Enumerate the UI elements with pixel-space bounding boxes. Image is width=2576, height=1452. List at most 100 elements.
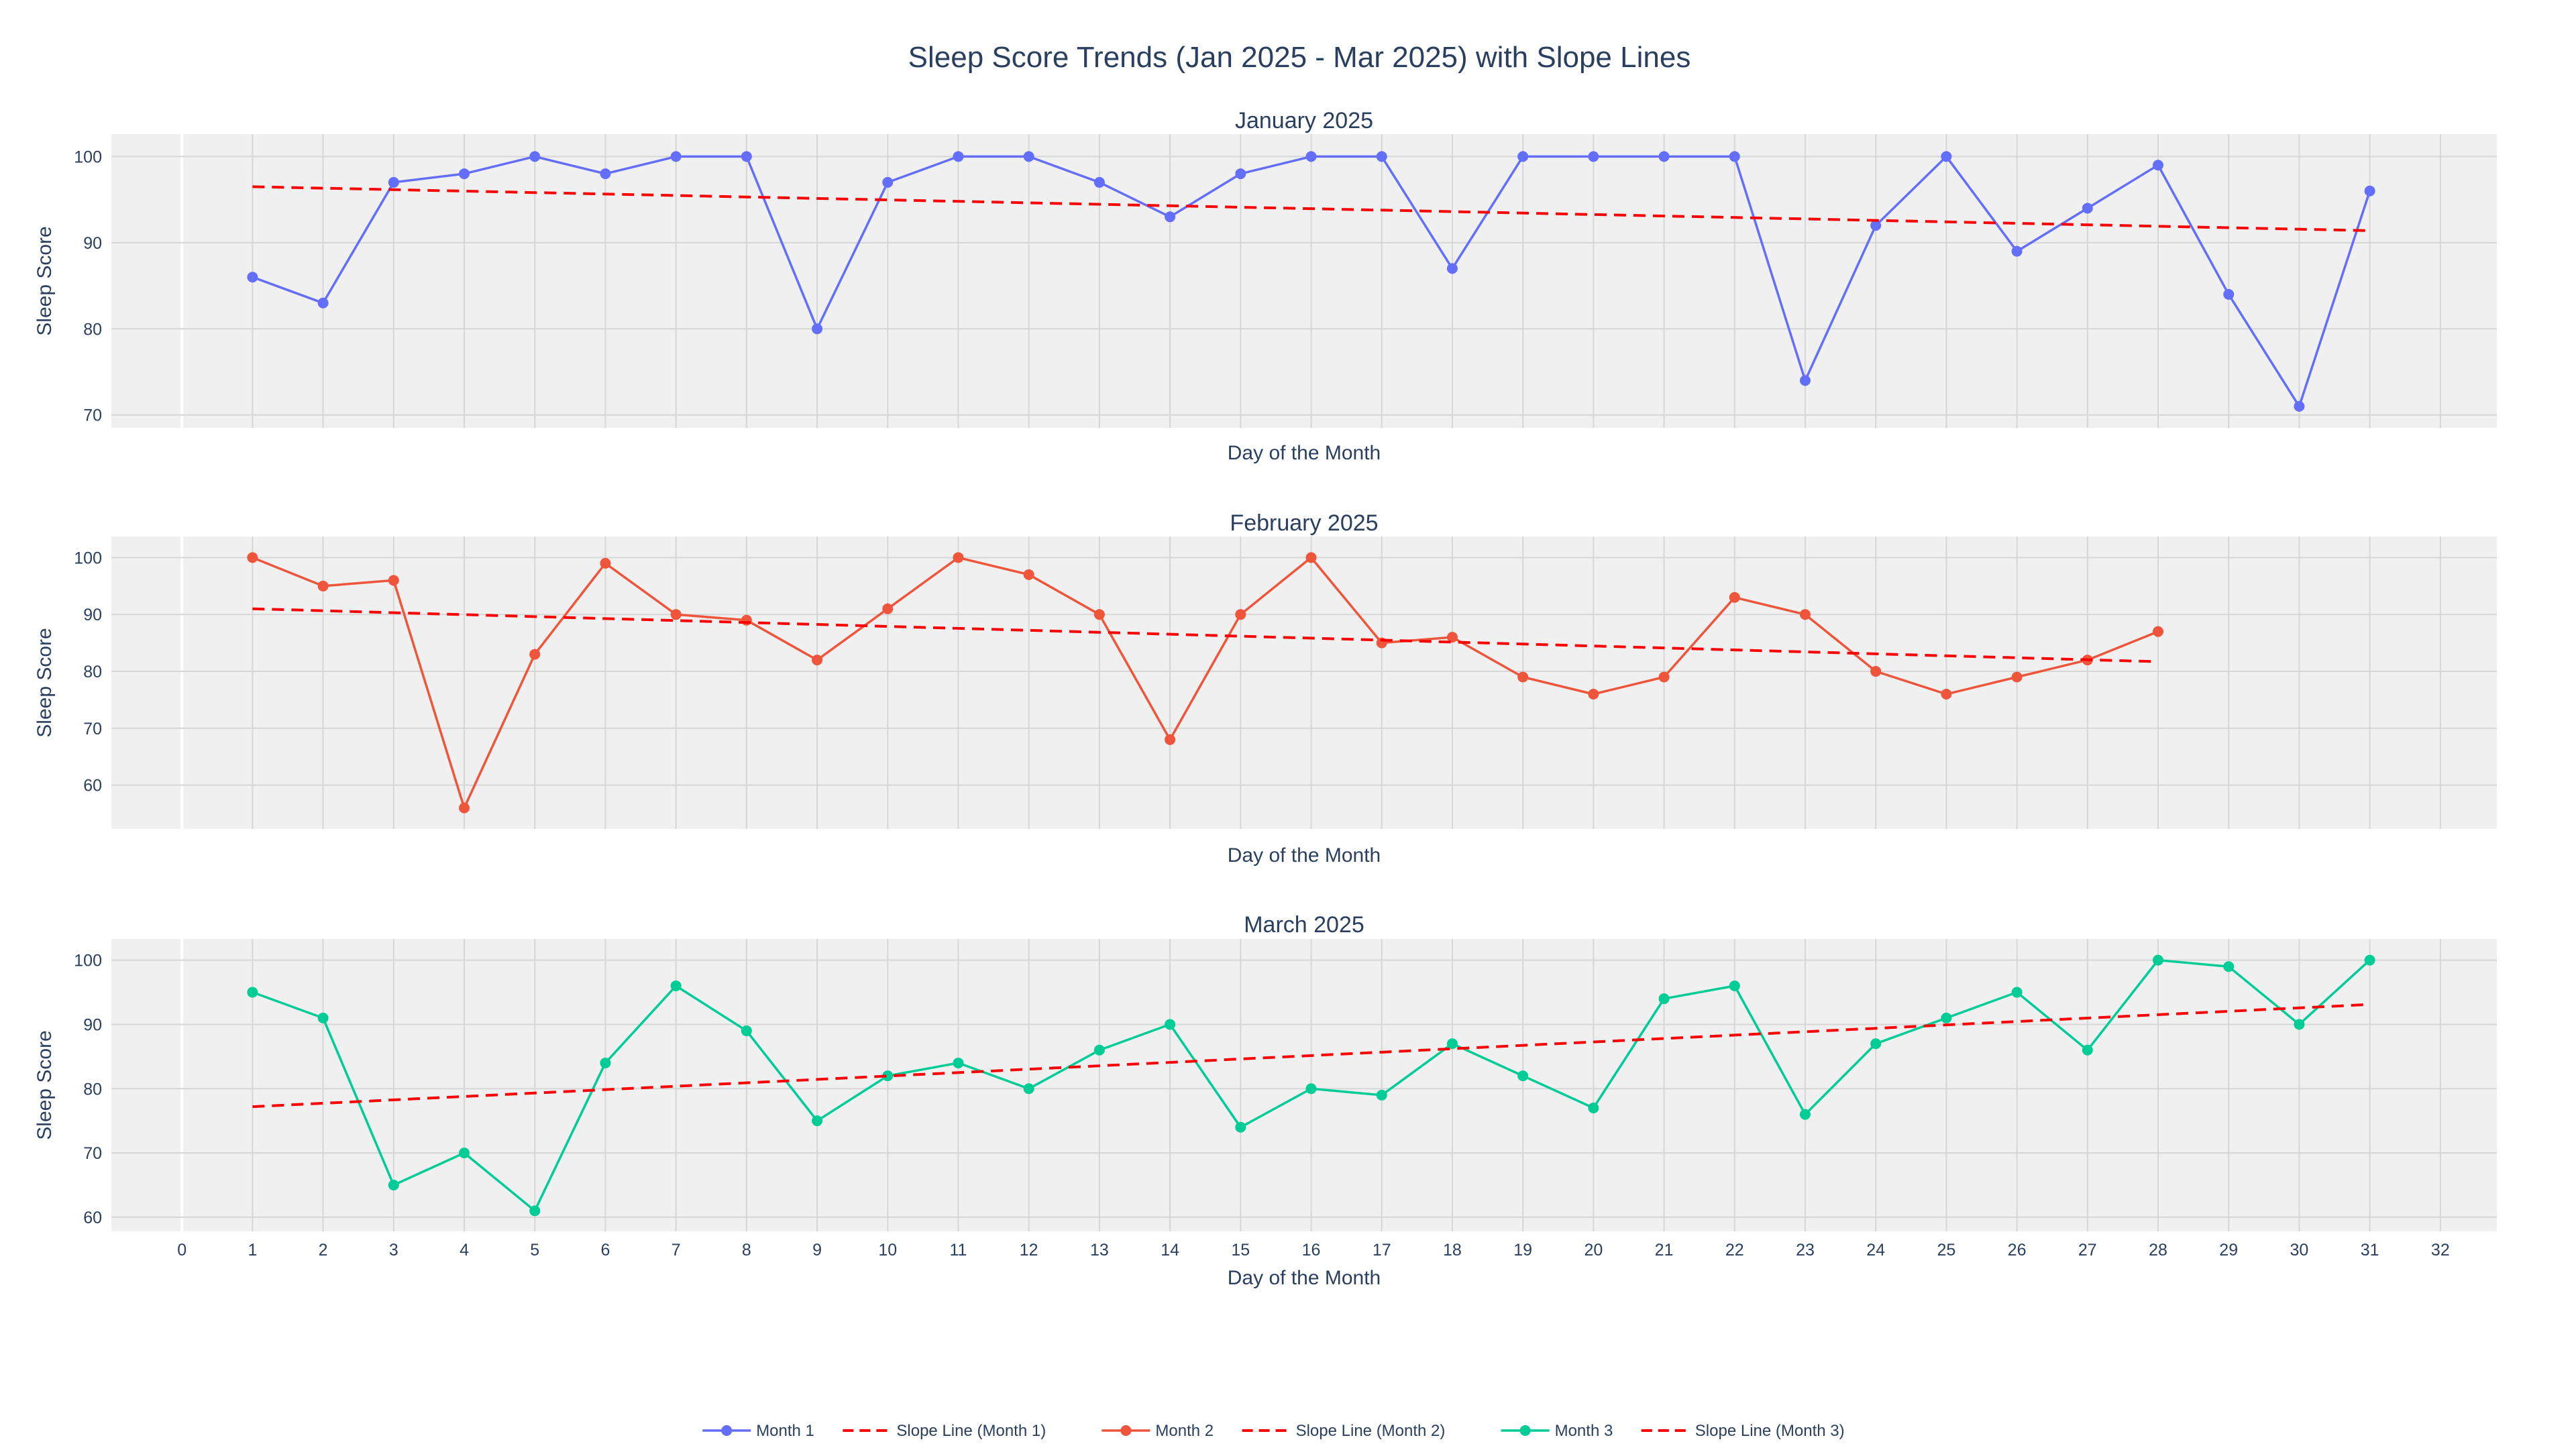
data-point bbox=[459, 1148, 470, 1159]
data-point bbox=[600, 168, 611, 180]
data-point bbox=[812, 655, 823, 666]
x-tick-label: 3 bbox=[389, 1241, 398, 1260]
data-point bbox=[1165, 211, 1176, 223]
legend-label: Month 1 bbox=[756, 1422, 814, 1440]
x-tick-label: 12 bbox=[1020, 1241, 1038, 1260]
data-point bbox=[1023, 569, 1034, 580]
data-point bbox=[317, 580, 329, 592]
y-tick-label: 60 bbox=[83, 1209, 102, 1227]
data-point bbox=[2364, 954, 2375, 966]
x-tick-label: 18 bbox=[1443, 1241, 1462, 1260]
y-tick-label: 100 bbox=[74, 148, 102, 166]
data-point bbox=[1870, 220, 1882, 231]
y-tick-label: 80 bbox=[83, 1080, 102, 1099]
data-point bbox=[600, 1057, 611, 1068]
x-tick-label: 22 bbox=[1725, 1241, 1744, 1260]
data-point bbox=[1023, 1083, 1034, 1095]
legend-label: Month 3 bbox=[1555, 1422, 1613, 1440]
data-point bbox=[1941, 1012, 1952, 1023]
x-tick-label: 9 bbox=[812, 1241, 822, 1260]
x-tick-label: 2 bbox=[319, 1241, 328, 1260]
y-tick-label: 90 bbox=[83, 606, 102, 624]
data-point bbox=[388, 1180, 399, 1191]
y-tick-label: 100 bbox=[74, 952, 102, 970]
x-tick-label: 21 bbox=[1655, 1241, 1674, 1260]
data-point bbox=[317, 297, 329, 309]
data-point bbox=[1729, 980, 1740, 991]
data-point bbox=[1305, 552, 1317, 563]
x-tick-label: 6 bbox=[600, 1241, 610, 1260]
data-point bbox=[1446, 1038, 1458, 1050]
data-point bbox=[1093, 1044, 1105, 1056]
data-point bbox=[1799, 609, 1811, 620]
data-point bbox=[1870, 1038, 1882, 1050]
x-tick-label: 20 bbox=[1584, 1241, 1603, 1260]
x-tick-label: 27 bbox=[2078, 1241, 2097, 1260]
legend-label: Slope Line (Month 3) bbox=[1695, 1422, 1845, 1440]
y-tick-label: 70 bbox=[83, 1144, 102, 1163]
plot-area bbox=[111, 939, 2497, 1231]
data-point bbox=[1376, 151, 1387, 162]
data-point bbox=[812, 323, 823, 335]
legend-label: Slope Line (Month 2) bbox=[1296, 1422, 1446, 1440]
x-tick-label: 25 bbox=[1937, 1241, 1955, 1260]
data-point bbox=[2011, 671, 2023, 683]
data-point bbox=[529, 1205, 541, 1217]
y-tick-label: 80 bbox=[83, 320, 102, 339]
plot-area bbox=[111, 537, 2497, 829]
legend-swatch-marker bbox=[1519, 1425, 1531, 1436]
data-point bbox=[1305, 151, 1317, 162]
slope-line bbox=[252, 185, 2370, 232]
x-tick-label: 26 bbox=[2008, 1241, 2027, 1260]
data-point bbox=[1941, 151, 1952, 162]
chart-title: Sleep Score Trends (Jan 2025 - Mar 2025)… bbox=[908, 41, 1691, 74]
y-tick-label: 70 bbox=[83, 406, 102, 425]
data-point bbox=[1235, 609, 1246, 620]
data-point bbox=[1165, 1019, 1176, 1030]
data-point bbox=[247, 987, 258, 998]
y-axis-title: Sleep Score bbox=[34, 628, 56, 737]
subplot-title: February 2025 bbox=[1230, 510, 1378, 536]
data-point bbox=[1588, 151, 1599, 162]
data-point bbox=[247, 552, 258, 563]
legend-label: Slope Line (Month 1) bbox=[896, 1422, 1046, 1440]
subplot-title: January 2025 bbox=[1235, 108, 1373, 133]
data-point bbox=[741, 1025, 752, 1037]
legend-item: Slope Line (Month 1) bbox=[843, 1422, 1046, 1440]
x-tick-label: 30 bbox=[2290, 1241, 2309, 1260]
x-tick-label: 15 bbox=[1231, 1241, 1250, 1260]
legend-item: Month 2 bbox=[1102, 1422, 1214, 1440]
data-point bbox=[1235, 1121, 1246, 1133]
legend-swatch-marker bbox=[721, 1425, 733, 1436]
slope-line bbox=[252, 1003, 2370, 1109]
x-tick-label: 11 bbox=[950, 1241, 967, 1260]
x-axis-title: Day of the Month bbox=[1228, 1267, 1381, 1289]
x-tick-label: 4 bbox=[460, 1241, 469, 1260]
slope-line bbox=[252, 607, 2159, 663]
data-point bbox=[882, 1070, 894, 1082]
y-axis-title: Sleep Score bbox=[34, 1030, 56, 1139]
plot-area bbox=[111, 134, 2497, 428]
x-tick-label: 28 bbox=[2149, 1241, 2167, 1260]
data-point bbox=[1093, 176, 1105, 188]
data-point bbox=[1799, 1109, 1811, 1120]
data-point bbox=[1658, 993, 1670, 1005]
data-point bbox=[1376, 1089, 1387, 1101]
data-point bbox=[1446, 632, 1458, 643]
data-point bbox=[1870, 666, 1882, 677]
data-point bbox=[2011, 987, 2023, 998]
data-point bbox=[1729, 592, 1740, 603]
data-point bbox=[882, 176, 894, 188]
y-tick-label: 60 bbox=[83, 777, 102, 795]
data-point bbox=[882, 603, 894, 614]
data-point bbox=[1799, 375, 1811, 386]
y-tick-label: 90 bbox=[83, 234, 102, 253]
data-point bbox=[388, 176, 399, 188]
data-point bbox=[953, 151, 964, 162]
data-point bbox=[529, 649, 541, 660]
data-point bbox=[1658, 671, 1670, 683]
x-tick-label: 5 bbox=[530, 1241, 539, 1260]
data-point bbox=[741, 151, 752, 162]
data-point bbox=[1588, 1103, 1599, 1114]
